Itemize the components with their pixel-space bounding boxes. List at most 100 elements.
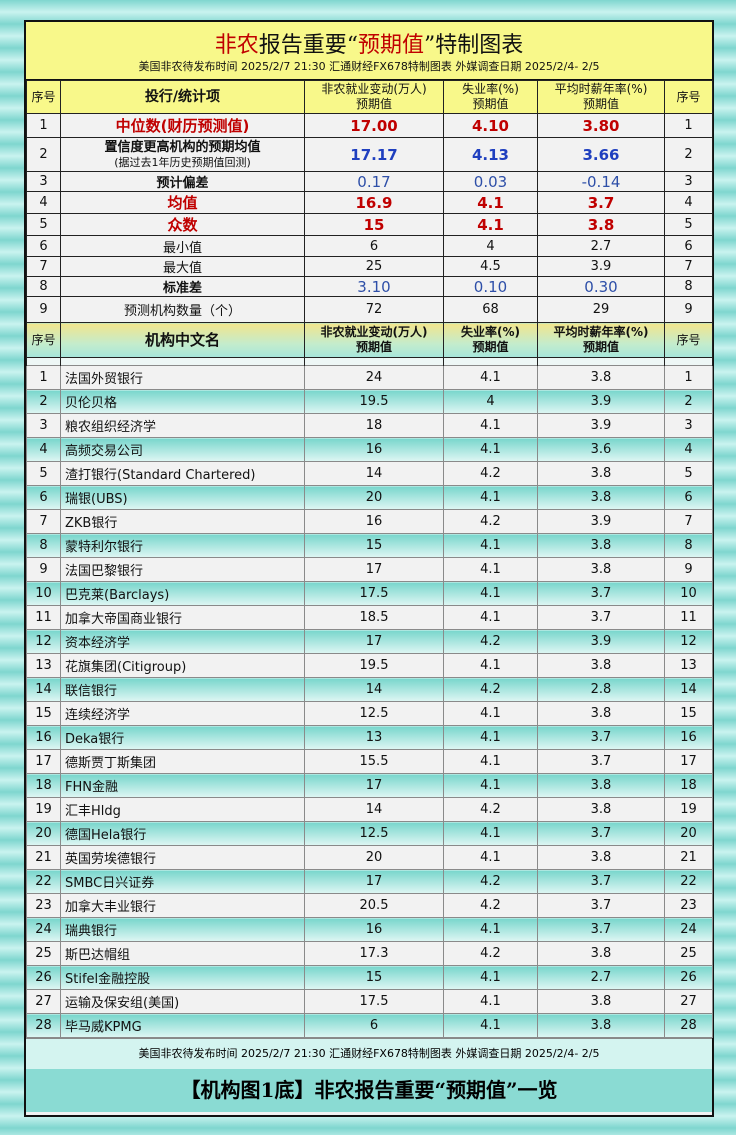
subtitle: 美国非农待发布时间 2025/2/7 21:30 汇通财经FX678特制图表 外… [138,60,600,73]
row-number: 9 [26,296,61,323]
institution-name: 加拿大帝国商业银行 [60,605,305,630]
institution-name: FHN金融 [60,773,305,798]
row-number: 4 [26,437,61,462]
wage-value: 3.9 [537,413,665,438]
filter-dropdown[interactable] [664,357,713,366]
institution-name: 联信银行 [60,677,305,702]
institution-name: 加拿大丰业银行 [60,893,305,918]
stat-label: 均值 [60,191,305,214]
row-number: 25 [26,941,61,966]
wage-value: 3.8 [537,533,665,558]
institution-row: 14 联信银行 14 4.2 2.8 14 [26,677,713,702]
row-number-right: 25 [664,941,713,966]
wage-value: 3.8 [537,365,665,390]
unemployment-value: 4.1 [443,1013,538,1038]
institution-row: 12 资本经济学 17 4.2 3.9 12 [26,629,713,654]
filter-dropdown[interactable] [537,357,665,366]
institution-row: 10 巴克莱(Barclays) 17.5 4.1 3.7 10 [26,581,713,606]
list-nfp-header: 非农就业变动(万人) 预期值 [304,322,444,358]
row-number-right: 8 [664,533,713,558]
filter-row [26,357,713,366]
summary-row: 4 均值 16.9 4.1 3.7 4 [26,191,713,214]
wage-value: 3.66 [537,137,665,172]
nfp-value: 15 [304,213,444,236]
institution-name: 高频交易公司 [60,437,305,462]
summary-row: 7 最大值 25 4.5 3.9 7 [26,256,713,277]
nfp-value: 24 [304,365,444,390]
summary-row: 2 置信度更高机构的预期均值 (据过去1年历史预期值回测) 17.17 4.13 3.66… [26,137,713,172]
row-number-right: 12 [664,629,713,654]
wage-value: -0.14 [537,171,665,192]
nfp-value: 6 [304,1013,444,1038]
institution-row: 16 Deka银行 13 4.1 3.7 16 [26,725,713,750]
row-number-right: 9 [664,557,713,582]
row-number: 27 [26,989,61,1014]
row-number-right: 10 [664,581,713,606]
row-number: 20 [26,821,61,846]
institution-row: 19 汇丰Hldg 14 4.2 3.8 19 [26,797,713,822]
unemployment-value: 4.1 [443,605,538,630]
institution-name: 德国Hela银行 [60,821,305,846]
row-number: 15 [26,701,61,726]
wage-value: 3.7 [537,191,665,214]
wage-value: 0.30 [537,276,665,297]
list-name-header: 机构中文名 [60,322,305,358]
institution-name: SMBC日兴证券 [60,869,305,894]
row-number-right: 4 [664,437,713,462]
wage-value: 3.8 [537,773,665,798]
row-number-right: 5 [664,213,713,236]
nfp-value: 17 [304,869,444,894]
row-number: 7 [26,256,61,277]
nfp-value: 6 [304,235,444,257]
filter-dropdown[interactable] [304,357,444,366]
institution-name: Stifel金融控股 [60,965,305,990]
title-part: 报告重要“ [258,33,358,58]
institution-row: 1 法国外贸银行 24 4.1 3.8 1 [26,365,713,390]
nfp-value: 12.5 [304,701,444,726]
unemp-header-sub: 预期值 [472,97,509,111]
nfp-value: 15 [304,965,444,990]
wage-value: 3.8 [537,845,665,870]
stat-label: 最大值 [60,256,305,277]
unemployment-value: 4.2 [443,461,538,486]
row-number: 1 [26,365,61,390]
institution-row: 3 粮农组织经济学 18 4.1 3.9 3 [26,413,713,438]
row-number-right: 3 [664,171,713,192]
stat-label: 最小值 [60,235,305,257]
nfp-value: 19.5 [304,389,444,414]
summary-row: 9 预测机构数量（个） 72 68 29 9 [26,296,713,323]
unemployment-value: 4.1 [443,653,538,678]
row-number-right: 13 [664,653,713,678]
nfp-value: 19.5 [304,653,444,678]
summary-row: 3 预计偏差 0.17 0.03 -0.14 3 [26,171,713,192]
row-number-right: 21 [664,845,713,870]
row-number-right: 2 [664,389,713,414]
unemployment-value: 4.1 [443,213,538,236]
filter-dropdown[interactable] [60,357,305,366]
filter-dropdown[interactable] [26,357,61,366]
row-number: 3 [26,171,61,192]
row-number-right: 6 [664,485,713,510]
filter-dropdown[interactable] [443,357,538,366]
institution-name: 斯巴达帽组 [60,941,305,966]
row-number-right: 1 [664,113,713,138]
row-number: 18 [26,773,61,798]
nfp-value: 15.5 [304,749,444,774]
unemployment-value: 4.1 [443,557,538,582]
row-number-right: 27 [664,989,713,1014]
institution-name: 蒙特利尔银行 [60,533,305,558]
summary-row: 1 中位数(财历预测值) 17.00 4.10 3.80 1 [26,113,713,138]
wage-value: 3.8 [537,485,665,510]
institution-row: 24 瑞典银行 16 4.1 3.7 24 [26,917,713,942]
nfp-header: 非农就业变动(万人) 预期值 [304,80,444,114]
nfp-value: 3.10 [304,276,444,297]
unemployment-value: 4.1 [443,845,538,870]
row-number: 23 [26,893,61,918]
wage-value: 3.6 [537,437,665,462]
row-number-right: 3 [664,413,713,438]
list-unemp-header: 失业率(%) 预期值 [443,322,538,358]
institution-row: 21 英国劳埃德银行 20 4.1 3.8 21 [26,845,713,870]
unemployment-value: 4 [443,389,538,414]
wage-value: 3.9 [537,256,665,277]
institution-row: 26 Stifel金融控股 15 4.1 2.7 26 [26,965,713,990]
